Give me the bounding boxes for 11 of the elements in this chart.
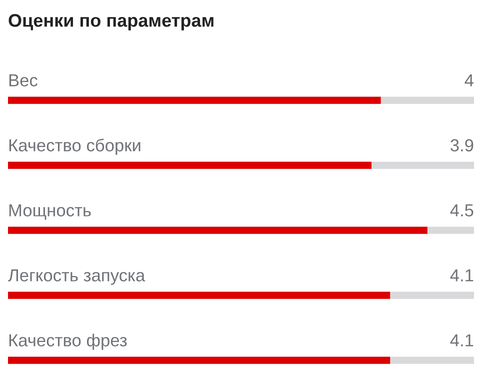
data-label: 4.1 (450, 334, 474, 346)
data-label: 4.1 (450, 269, 474, 282)
chart-title: Оценки по параметрам (8, 14, 214, 30)
data-label: 4 (464, 74, 474, 86)
y-tick-label: Мощность (9, 204, 91, 220)
data-label: 3.9 (450, 139, 474, 152)
y-tick-label: Вес (9, 74, 38, 86)
y-tick-label: Качество фрез (9, 334, 127, 350)
y-tick-label: Качество сборки (9, 138, 140, 155)
data-label: 4.5 (450, 204, 474, 216)
y-tick-label: Легкость запуска (8, 269, 146, 285)
